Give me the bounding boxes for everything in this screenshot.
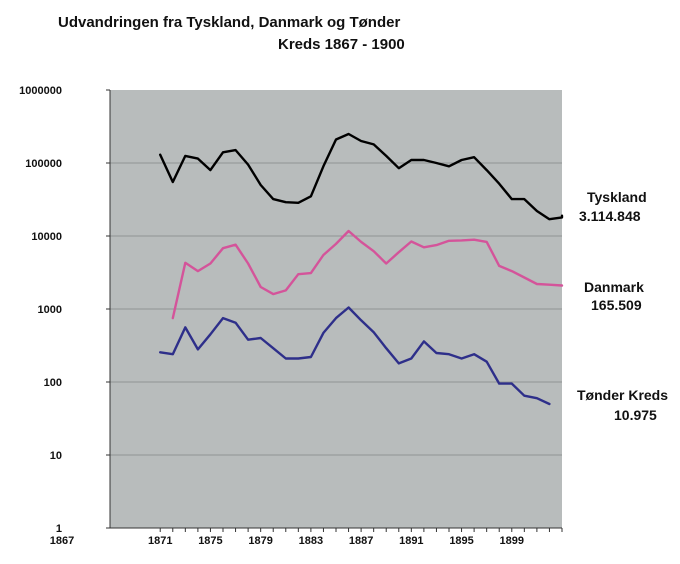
series-name-label: Tyskland bbox=[587, 189, 647, 205]
gridlines bbox=[110, 162, 562, 456]
series-end-labels: Tyskland 3.114.848 Danmark 165.509 Tønder Kr… bbox=[577, 189, 668, 423]
x-tick-label: 1867 bbox=[50, 535, 74, 547]
series-line-1 bbox=[171, 229, 564, 320]
x-tick-label: 1891 bbox=[399, 535, 423, 547]
series-total-label: 165.509 bbox=[591, 297, 642, 313]
series-total-label: 3.114.848 bbox=[579, 208, 641, 224]
series-name-label: Tønder Kreds bbox=[577, 387, 668, 403]
x-tick-label: 1899 bbox=[500, 535, 524, 547]
series-line-0 bbox=[158, 132, 564, 221]
x-tick-label: 1879 bbox=[248, 535, 272, 547]
y-tick-label: 1000 bbox=[38, 304, 62, 316]
series-total-label: 10.975 bbox=[614, 407, 657, 423]
y-tick-label: 10 bbox=[50, 450, 62, 462]
y-tick-label: 100000 bbox=[25, 158, 62, 170]
x-tick-label: 1875 bbox=[198, 535, 222, 547]
x-tick-label: 1883 bbox=[299, 535, 323, 547]
y-tick-label: 1 bbox=[56, 523, 62, 535]
series-line-2 bbox=[158, 306, 551, 406]
x-tick-label: 1895 bbox=[449, 535, 473, 547]
x-tick-label: 1887 bbox=[349, 535, 373, 547]
x-tick-label: 1871 bbox=[148, 535, 172, 547]
chart-title-line-1: Udvandringen fra Tyskland, Danmark og Tø… bbox=[58, 14, 400, 31]
series-lines bbox=[158, 132, 564, 406]
y-tick-label: 1000000 bbox=[19, 85, 62, 97]
chart-title-line-2: Kreds 1867 - 1900 bbox=[278, 36, 405, 53]
y-tick-label: 10000 bbox=[31, 231, 62, 243]
y-tick-label: 100 bbox=[44, 377, 62, 389]
axes: 1 10 100 1000 10000 100000 1000000 1867 1871 1875… bbox=[19, 85, 563, 547]
series-name-label: Danmark bbox=[584, 279, 644, 295]
